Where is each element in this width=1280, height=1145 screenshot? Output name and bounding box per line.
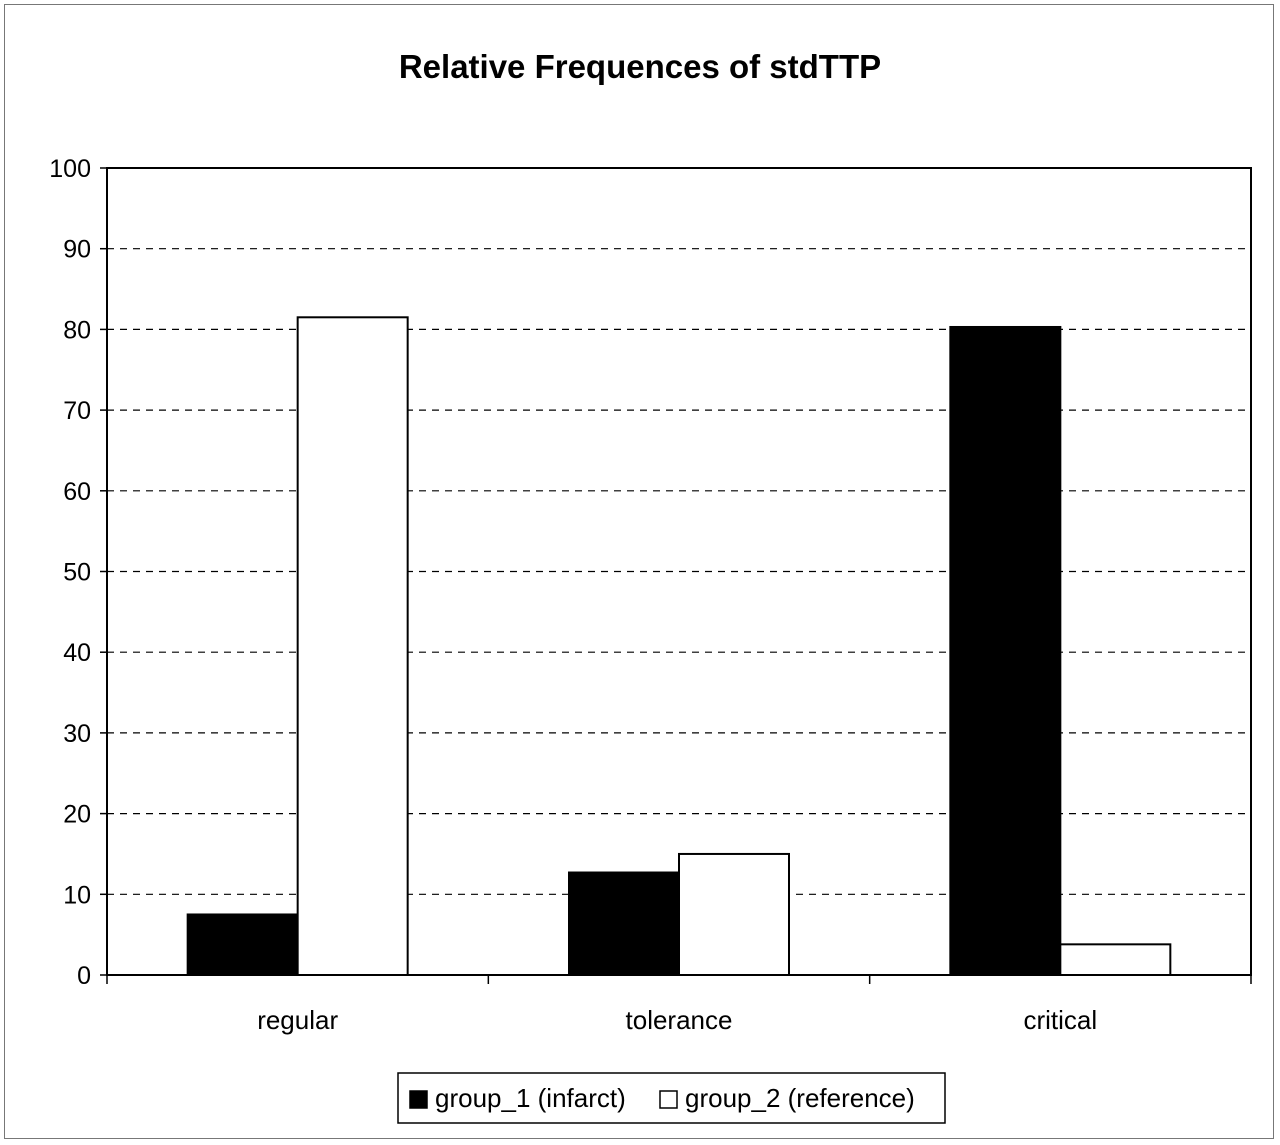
bar-tolerance-series-2 — [678, 852, 790, 977]
x-tick-label-critical: critical — [1023, 1005, 1097, 1035]
y-tick-label: 100 — [49, 155, 91, 183]
plot-area: 0 10 20 30 40 50 60 70 80 90 100 regular tolerance cr… — [49, 155, 1252, 1035]
x-tick-label-tolerance: tolerance — [626, 1005, 733, 1035]
y-tick-label: 50 — [63, 559, 91, 587]
y-tick-label: 90 — [63, 236, 91, 264]
bar-tolerance-series-1 — [568, 871, 680, 976]
chart-frame — [4, 4, 1274, 1139]
y-tick-label: 60 — [63, 478, 91, 506]
x-tick-label-regular: regular — [257, 1005, 338, 1035]
legend-swatch-series-1 — [409, 1090, 428, 1109]
bar-regular-series-2 — [296, 316, 409, 977]
bar-critical-series-2 — [1059, 943, 1172, 976]
y-tick-label: 10 — [63, 881, 91, 909]
bar-regular-series-1 — [186, 913, 299, 976]
y-tick-label: 30 — [63, 720, 91, 748]
y-tick-label: 20 — [63, 801, 91, 829]
y-tick-label: 80 — [63, 316, 91, 344]
y-tick-label: 40 — [63, 639, 91, 667]
chart-title: Relative Frequences of stdTTP — [399, 48, 881, 85]
legend-label-series-2: group_2 (reference) — [685, 1083, 915, 1113]
y-tick-label: 0 — [77, 962, 91, 990]
bar-critical-series-1 — [949, 325, 1062, 976]
legend-label-series-1: group_1 (infarct) — [435, 1083, 626, 1113]
y-tick-label: 70 — [63, 397, 91, 425]
legend: group_1 (infarct) group_2 (reference) — [397, 1072, 946, 1124]
legend-swatch-series-2 — [659, 1090, 678, 1109]
